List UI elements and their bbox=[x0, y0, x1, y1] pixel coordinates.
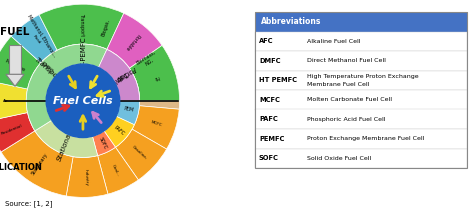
Text: Fuel Cells: Fuel Cells bbox=[53, 96, 113, 106]
Wedge shape bbox=[98, 147, 138, 194]
Wedge shape bbox=[0, 81, 27, 121]
Wedge shape bbox=[132, 106, 179, 149]
Wedge shape bbox=[34, 54, 62, 82]
Wedge shape bbox=[0, 36, 41, 89]
Wedge shape bbox=[116, 129, 166, 180]
Wedge shape bbox=[129, 45, 180, 101]
Text: AFC: AFC bbox=[259, 38, 273, 44]
Text: PEMFC: PEMFC bbox=[259, 136, 284, 142]
Text: SOFC: SOFC bbox=[98, 136, 108, 150]
Text: PAFC: PAFC bbox=[112, 125, 125, 137]
Text: Air: Air bbox=[3, 99, 9, 103]
Text: Direct Methanol Fuel Cell: Direct Methanol Fuel Cell bbox=[307, 58, 386, 63]
Text: Stationary: Stationary bbox=[31, 152, 49, 176]
Wedge shape bbox=[0, 5, 78, 72]
FancyBboxPatch shape bbox=[255, 71, 467, 90]
Text: Biomass,
NG,: Biomass, NG, bbox=[136, 49, 160, 70]
Text: Transport: Transport bbox=[34, 56, 63, 83]
FancyBboxPatch shape bbox=[255, 51, 467, 71]
Text: AFC: AFC bbox=[116, 71, 131, 83]
Wedge shape bbox=[50, 44, 116, 71]
Wedge shape bbox=[74, 4, 145, 57]
Wedge shape bbox=[1, 131, 73, 196]
Text: Industry: Industry bbox=[84, 169, 89, 186]
Text: Coal...: Coal... bbox=[111, 164, 120, 177]
Text: PAFC: PAFC bbox=[259, 116, 278, 122]
Text: Alkaline Fuel Cell: Alkaline Fuel Cell bbox=[307, 39, 361, 44]
Polygon shape bbox=[9, 45, 21, 74]
Wedge shape bbox=[104, 54, 139, 98]
Wedge shape bbox=[0, 113, 35, 152]
Text: Methanol, Ethanol...: Methanol, Ethanol... bbox=[27, 14, 57, 58]
Wedge shape bbox=[99, 49, 140, 101]
Wedge shape bbox=[26, 44, 107, 131]
Text: Road: Road bbox=[32, 35, 41, 45]
Text: Transport: Transport bbox=[79, 12, 84, 36]
Text: HT PEMFC: HT PEMFC bbox=[259, 77, 297, 83]
Text: High Temperature Proton Exchange: High Temperature Proton Exchange bbox=[307, 74, 419, 79]
Text: Portable: Portable bbox=[109, 65, 136, 86]
Text: Abbreviations: Abbreviations bbox=[261, 17, 321, 26]
Text: Phosphoric Acid Fuel Cell: Phosphoric Acid Fuel Cell bbox=[307, 117, 385, 122]
Text: Solid Oxide Fuel Cell: Solid Oxide Fuel Cell bbox=[307, 156, 371, 161]
FancyBboxPatch shape bbox=[255, 148, 467, 168]
Text: H₂: H₂ bbox=[153, 75, 159, 81]
Text: Residential: Residential bbox=[0, 123, 23, 136]
Text: Stationary: Stationary bbox=[56, 126, 75, 162]
FancyBboxPatch shape bbox=[255, 129, 467, 148]
Wedge shape bbox=[119, 27, 176, 86]
Wedge shape bbox=[11, 15, 57, 63]
Text: DMFC: DMFC bbox=[259, 58, 281, 64]
FancyBboxPatch shape bbox=[255, 90, 467, 109]
Text: Membrane Fuel Cell: Membrane Fuel Cell bbox=[307, 82, 369, 87]
Wedge shape bbox=[35, 120, 98, 158]
Text: PEM: PEM bbox=[124, 106, 135, 112]
Text: Biogas,: Biogas, bbox=[101, 18, 111, 37]
Wedge shape bbox=[39, 4, 124, 50]
Text: Gasoline,: Gasoline, bbox=[131, 145, 148, 160]
Wedge shape bbox=[107, 13, 162, 68]
Wedge shape bbox=[104, 116, 134, 147]
Circle shape bbox=[46, 64, 120, 138]
Text: FUEL: FUEL bbox=[0, 27, 30, 37]
Text: Maritime: Maritime bbox=[4, 59, 26, 73]
FancyBboxPatch shape bbox=[255, 32, 467, 51]
Wedge shape bbox=[116, 96, 140, 125]
Text: SOFC: SOFC bbox=[259, 155, 279, 161]
Text: Source: [1, 2]: Source: [1, 2] bbox=[5, 200, 53, 207]
Wedge shape bbox=[66, 156, 108, 197]
Text: HT-PEMFC: HT-PEMFC bbox=[80, 37, 86, 71]
Text: APPLICATION: APPLICATION bbox=[0, 163, 43, 172]
Wedge shape bbox=[92, 131, 116, 156]
Text: Portable: Portable bbox=[124, 33, 141, 51]
FancyBboxPatch shape bbox=[255, 109, 467, 129]
Polygon shape bbox=[6, 74, 24, 86]
Wedge shape bbox=[138, 76, 180, 109]
Text: DMFC...: DMFC... bbox=[40, 61, 57, 77]
Text: Molten Carbonate Fuel Cell: Molten Carbonate Fuel Cell bbox=[307, 97, 392, 102]
Text: MCFC: MCFC bbox=[259, 97, 280, 103]
Text: Proton Exchange Membrane Fuel Cell: Proton Exchange Membrane Fuel Cell bbox=[307, 136, 424, 141]
Text: MCFC: MCFC bbox=[150, 120, 162, 127]
FancyBboxPatch shape bbox=[255, 12, 467, 32]
